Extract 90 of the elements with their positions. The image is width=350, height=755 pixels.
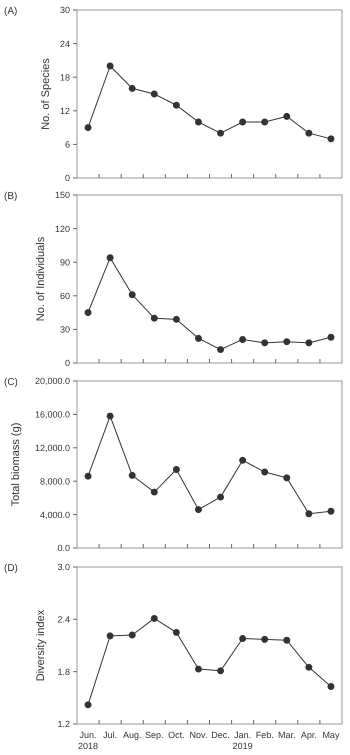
y-tick-label: 20,000.0 <box>34 376 70 386</box>
point <box>172 628 180 636</box>
y-axis-title: No. of Individuals <box>35 236 47 322</box>
x-tick-label: Aug. <box>122 730 142 740</box>
y-tick-label: 2.4 <box>57 614 70 624</box>
point <box>261 636 268 643</box>
y-tick-label: 1.2 <box>57 719 70 730</box>
chart-title: (A) <box>4 6 18 17</box>
point <box>217 346 224 354</box>
point <box>327 135 334 142</box>
y-tick-label: 0 <box>64 173 70 184</box>
y-tick-label: 60 <box>60 290 70 301</box>
point <box>217 130 224 137</box>
point <box>194 118 202 126</box>
y-tick-label: 18 <box>60 72 70 82</box>
y-tick-label: 120 <box>54 224 70 234</box>
y-tick-label: 0 <box>64 358 70 368</box>
y-tick-label: 12,000.0 <box>34 442 70 453</box>
point <box>283 338 290 346</box>
point <box>84 124 92 132</box>
point <box>194 506 202 514</box>
y-tick-label: 3.0 <box>57 562 70 572</box>
x-tick-label: Jun. 2018 <box>78 730 98 751</box>
y-tick-label: 4,000.0 <box>40 510 70 520</box>
point <box>217 667 224 674</box>
point <box>305 510 312 518</box>
point <box>261 468 268 476</box>
point <box>106 254 114 262</box>
point <box>172 466 180 473</box>
point <box>239 456 246 464</box>
x-tick-label: Dec. <box>211 730 230 740</box>
y-tick-label: 150 <box>54 190 70 200</box>
x-tick-label: Mar. <box>278 730 296 740</box>
point <box>128 632 136 639</box>
point <box>84 701 92 708</box>
y-tick-label: 1.8 <box>57 666 70 677</box>
point <box>239 635 246 642</box>
y-axis-title: Total biomass (g) <box>10 422 22 506</box>
point <box>172 316 180 323</box>
y-axis-title: No. of Species <box>40 58 52 130</box>
point <box>305 339 312 346</box>
point <box>305 664 312 671</box>
x-tick-label: Feb. <box>256 730 274 740</box>
point <box>327 508 334 515</box>
x-tick-label: May <box>322 730 340 740</box>
point <box>327 334 334 341</box>
point <box>150 90 158 98</box>
point <box>283 474 290 482</box>
point <box>239 336 246 343</box>
chart-title: (C) <box>4 377 18 388</box>
point <box>128 84 136 92</box>
point <box>172 102 180 109</box>
point <box>194 334 202 342</box>
y-axis-title: Diversity index <box>35 609 47 682</box>
point <box>128 291 136 298</box>
y-tick-label: 90 <box>60 257 70 268</box>
point <box>106 62 114 70</box>
point <box>261 339 268 346</box>
y-tick-label: 30 <box>60 5 70 16</box>
x-tick-label: Jul. <box>103 730 118 740</box>
chart-title: (D) <box>4 563 18 574</box>
point <box>217 494 224 501</box>
y-tick-label: 12 <box>60 106 70 116</box>
point <box>261 118 268 126</box>
x-tick-label: Nov. <box>190 730 208 740</box>
point <box>150 314 158 322</box>
point <box>150 488 158 496</box>
point <box>305 130 312 137</box>
point <box>106 412 114 420</box>
point <box>128 472 136 479</box>
y-tick-label: 30 <box>60 324 70 335</box>
point <box>150 614 158 622</box>
y-tick-label: 6 <box>64 140 70 150</box>
x-tick-label: Sep. <box>145 730 164 740</box>
chart-title: (B) <box>4 191 18 202</box>
y-tick-label: 8,000.0 <box>40 476 70 486</box>
point <box>283 636 290 644</box>
point <box>239 118 246 126</box>
x-tick-label: Oct. <box>168 730 185 740</box>
point <box>106 632 114 640</box>
point <box>84 472 92 480</box>
y-tick-label: 0.0 <box>57 543 70 554</box>
x-tick-label: Apr. <box>300 730 317 740</box>
point <box>194 666 202 673</box>
y-tick-label: 24 <box>60 38 70 49</box>
y-tick-label: 16,000.0 <box>34 410 70 420</box>
point <box>84 309 92 316</box>
x-tick-label: Jan. 2019 <box>232 730 253 751</box>
point <box>327 683 334 690</box>
point <box>283 112 290 120</box>
